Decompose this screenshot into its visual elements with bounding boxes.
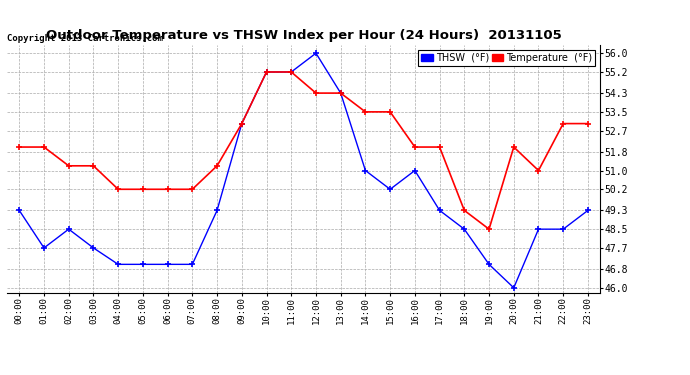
Title: Outdoor Temperature vs THSW Index per Hour (24 Hours)  20131105: Outdoor Temperature vs THSW Index per Ho… [46, 30, 562, 42]
Text: Copyright 2013 Cartronics.com: Copyright 2013 Cartronics.com [7, 33, 163, 42]
Legend: THSW  (°F), Temperature  (°F): THSW (°F), Temperature (°F) [418, 50, 595, 66]
